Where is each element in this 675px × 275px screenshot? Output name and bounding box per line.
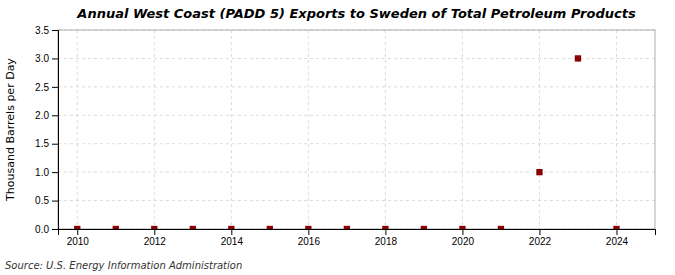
y-axis-tick-line — [52, 30, 58, 31]
point — [613, 226, 619, 229]
x-axis-tick: 2016 — [298, 229, 321, 247]
y-axis-tick: 3.0 — [35, 53, 58, 64]
y-axis-tick: 0.5 — [35, 195, 58, 206]
y-axis-label: Thousand Barrels per Day — [4, 58, 17, 202]
y-axis-tick-label: 3.0 — [35, 53, 49, 64]
grid-line-y — [58, 58, 655, 59]
y-axis-tick-label: 2.5 — [35, 82, 49, 93]
x-axis-tick-label: 2010 — [67, 236, 90, 247]
grid-line-x — [462, 30, 463, 229]
chart-svg: 2010 2012 2014 2016 2018 2020 2022 2024 0.0 0.5 1.… — [0, 0, 675, 275]
point — [459, 226, 465, 229]
point — [267, 226, 273, 229]
grid-line-x — [77, 30, 78, 229]
grid-line-y — [58, 200, 655, 201]
y-axis-tick-line — [52, 172, 58, 173]
title: Annual West Coast (PADD 5) Exports to Sw… — [76, 6, 636, 21]
grid-line-x — [154, 30, 155, 229]
point — [228, 226, 234, 229]
x-axis-domain — [59, 230, 656, 236]
y-axis: 0.0 0.5 1.0 1.5 2.0 2.5 3.0 3.5 — [35, 25, 58, 235]
y-axis-tick: 2.0 — [35, 110, 58, 121]
y-axis-tick-label: 0.0 — [35, 224, 49, 235]
point — [344, 226, 350, 229]
points — [74, 55, 620, 229]
point — [74, 226, 80, 229]
y-axis-tick-line — [52, 87, 58, 88]
x-axis-tick: 2012 — [144, 229, 167, 247]
point — [575, 55, 581, 61]
grid-line-x — [616, 30, 617, 229]
x-axis-tick-label: 2018 — [375, 236, 398, 247]
point — [382, 226, 388, 229]
y-axis-tick-label: 3.5 — [35, 25, 49, 36]
x-axis-tick: 2010 — [67, 229, 90, 247]
point — [305, 226, 311, 229]
plot-area: 2010 2012 2014 2016 2018 2020 2022 2024 0.0 0.5 1.… — [35, 25, 655, 247]
chart-container: 2010 2012 2014 2016 2018 2020 2022 2024 0.0 0.5 1.… — [0, 0, 675, 275]
x-axis-tick-line — [154, 229, 155, 235]
point — [536, 169, 542, 175]
grid-line-x — [231, 30, 232, 229]
x-axis-tick: 2018 — [375, 229, 398, 247]
grid-line-x — [539, 30, 540, 229]
y-axis-tick-line — [52, 201, 58, 202]
y-axis-tick-line — [52, 115, 58, 116]
x-axis-tick: 2024 — [606, 229, 629, 247]
x-axis-tick-label: 2014 — [221, 236, 244, 247]
grid-line-y — [58, 172, 655, 173]
y-axis-tick-label: 2.0 — [35, 110, 49, 121]
y-axis-tick-line — [52, 58, 58, 59]
x-axis-tick: 2020 — [452, 229, 475, 247]
y-axis-tick: 1.5 — [35, 138, 58, 149]
x-axis-tick-line — [462, 229, 463, 235]
grid-line-x — [385, 30, 386, 229]
y-axis-tick-label: 0.5 — [35, 195, 49, 206]
x-axis-tick-line — [539, 229, 540, 235]
x-axis-tick-line — [385, 229, 386, 235]
x-axis-tick-label: 2020 — [452, 236, 475, 247]
annotation: Source: U.S. Energy Information Administ… — [5, 260, 242, 271]
y-axis-tick: 1.0 — [35, 167, 58, 178]
y-axis-tick: 3.5 — [35, 25, 58, 36]
x-axis: 2010 2012 2014 2016 2018 2020 2022 2024 — [59, 229, 656, 247]
x-axis-tick-label: 2016 — [298, 236, 321, 247]
y-axis-tick-label: 1.0 — [35, 167, 49, 178]
grid-line-x — [308, 30, 309, 229]
grid-line-y — [58, 143, 655, 144]
point — [151, 226, 157, 229]
x-axis-tick: 2014 — [221, 229, 244, 247]
point — [113, 226, 119, 229]
grid-line-y — [58, 115, 655, 116]
x-axis-tick-line — [616, 229, 617, 235]
y-axis-tick: 0.0 — [35, 224, 58, 235]
point — [190, 226, 196, 229]
x-axis-tick-label: 2022 — [529, 236, 552, 247]
grid — [58, 30, 655, 229]
y-axis-tick-label: 1.5 — [35, 138, 49, 149]
y-axis-tick-line — [52, 229, 58, 230]
x-axis-tick: 2022 — [529, 229, 552, 247]
y-axis-domain — [52, 31, 59, 230]
y-axis-tick-line — [52, 144, 58, 145]
plot-frame — [58, 30, 655, 229]
x-axis-tick-line — [231, 229, 232, 235]
point — [421, 226, 427, 229]
x-axis-tick-line — [308, 229, 309, 235]
y-axis-tick: 2.5 — [35, 82, 58, 93]
x-axis-tick-line — [77, 229, 78, 235]
point — [498, 226, 504, 229]
x-axis-tick-label: 2024 — [606, 236, 629, 247]
x-axis-tick-label: 2012 — [144, 236, 167, 247]
grid-line-y — [58, 86, 655, 87]
